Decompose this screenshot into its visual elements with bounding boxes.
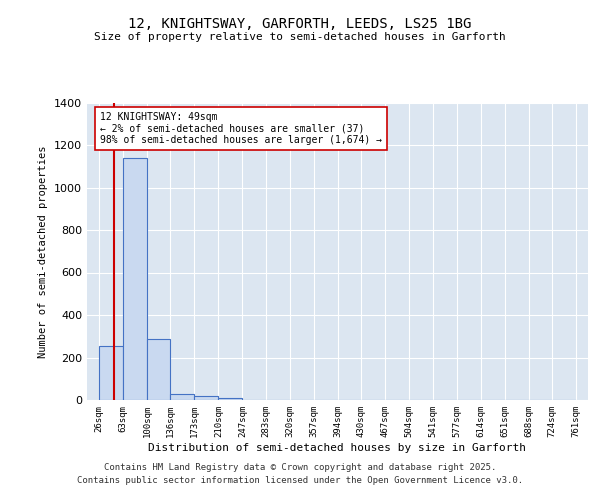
Text: Size of property relative to semi-detached houses in Garforth: Size of property relative to semi-detach…: [94, 32, 506, 42]
Text: 12 KNIGHTSWAY: 49sqm
← 2% of semi-detached houses are smaller (37)
98% of semi-d: 12 KNIGHTSWAY: 49sqm ← 2% of semi-detach…: [100, 112, 382, 146]
Bar: [147, 340, 170, 400]
Y-axis label: Number of semi-detached properties: Number of semi-detached properties: [38, 145, 49, 358]
Bar: [194, 396, 218, 400]
Bar: [218, 398, 242, 400]
Bar: [99, 346, 123, 400]
X-axis label: Distribution of semi-detached houses by size in Garforth: Distribution of semi-detached houses by …: [149, 442, 527, 452]
Text: Contains HM Land Registry data © Crown copyright and database right 2025.: Contains HM Land Registry data © Crown c…: [104, 462, 496, 471]
Text: Contains public sector information licensed under the Open Government Licence v3: Contains public sector information licen…: [77, 476, 523, 485]
Bar: [123, 158, 147, 400]
Text: 12, KNIGHTSWAY, GARFORTH, LEEDS, LS25 1BG: 12, KNIGHTSWAY, GARFORTH, LEEDS, LS25 1B…: [128, 18, 472, 32]
Bar: [170, 394, 194, 400]
